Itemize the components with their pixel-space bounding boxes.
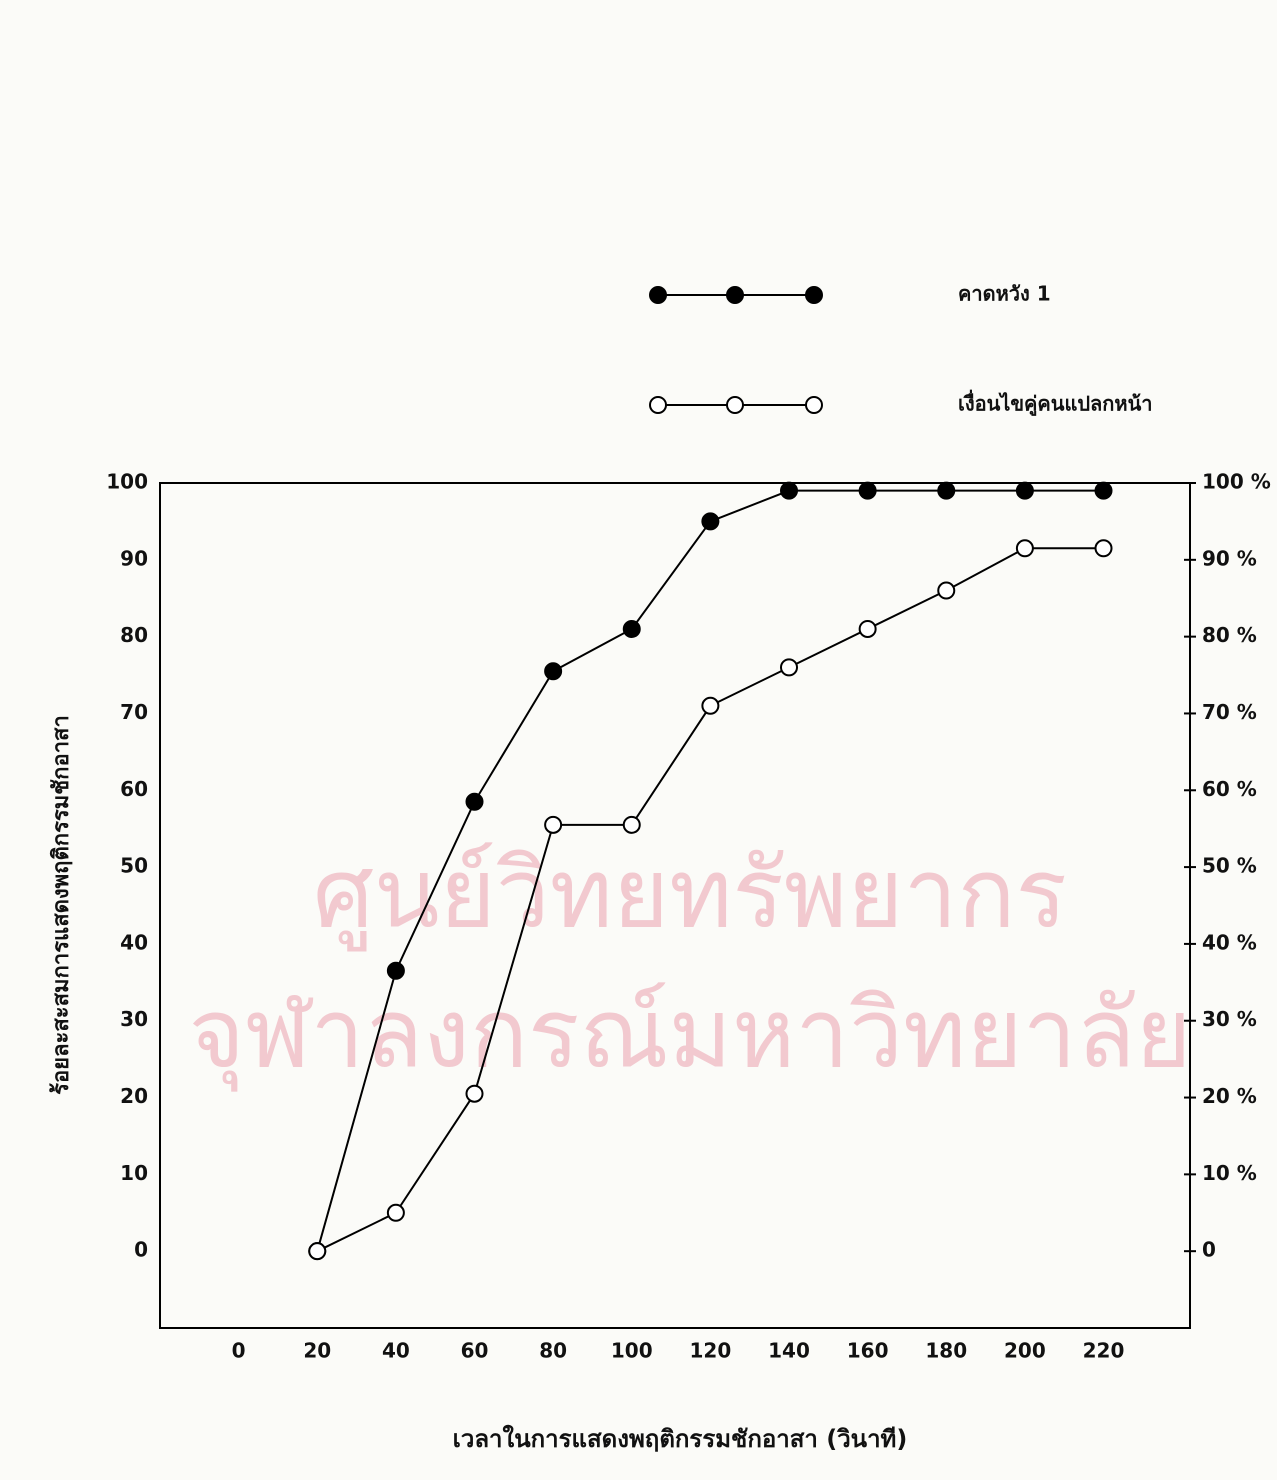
point (1015, 539, 1034, 558)
point (701, 696, 720, 715)
y-axis-label: ร้อยละสะสมการแสดงพฤติกรรมชักอาสา (49, 715, 74, 1095)
point (465, 1084, 484, 1103)
point (937, 481, 956, 500)
x-tick-label: 160 (847, 1339, 889, 1363)
x-tick-label: 100 (611, 1339, 653, 1363)
y2-tick-label: 20 % (1202, 1084, 1257, 1108)
x-tick-label: 220 (1083, 1339, 1125, 1363)
y-tick-label: 70 (120, 700, 148, 724)
y2-tick-label: 30 % (1202, 1007, 1257, 1031)
point (386, 1203, 405, 1222)
watermark: จุฬาลงกรณ์มหาวิทยาลัย (188, 977, 1191, 1092)
point (1094, 481, 1113, 500)
point (701, 512, 720, 531)
y-tick-label: 100 (106, 470, 148, 494)
legend-marker (726, 286, 744, 304)
watermark: ศูนย์วิทยทรัพยากร (313, 837, 1067, 951)
x-tick-label: 180 (925, 1339, 967, 1363)
y2-tick-label: 90 % (1202, 546, 1257, 570)
x-axis-label: เวลาในการแสดงพฤติกรรมชักอาสา (วินาที) (453, 1424, 908, 1453)
x-tick-label: 20 (303, 1339, 331, 1363)
point (308, 1242, 327, 1261)
y-tick-label: 50 (120, 854, 148, 878)
point (622, 619, 641, 638)
y-tick-label: 90 (120, 546, 148, 570)
x-tick-label: 80 (539, 1339, 567, 1363)
point (622, 815, 641, 834)
legend-label: เงื่อนไขคู่คนแปลกหน้า (958, 389, 1152, 418)
y2-tick-label: 70 % (1202, 700, 1257, 724)
y2-tick-label: 100 % (1202, 470, 1271, 494)
y-tick-label: 40 (120, 930, 148, 954)
y-tick-label: 80 (120, 623, 148, 647)
x-tick-label: 40 (382, 1339, 410, 1363)
point (780, 481, 799, 500)
legend-marker (649, 396, 667, 414)
y2-tick-label: 60 % (1202, 777, 1257, 801)
legend-marker (726, 396, 744, 414)
y-tick-label: 60 (120, 777, 148, 801)
point (544, 815, 563, 834)
y2-tick-label: 0 (1202, 1238, 1216, 1262)
legend-marker (805, 396, 823, 414)
legend-label: คาดหวัง 1 (958, 282, 1051, 306)
point (1015, 481, 1034, 500)
x-tick-label: 60 (461, 1339, 489, 1363)
point (780, 658, 799, 677)
y2-tick-label: 50 % (1202, 854, 1257, 878)
point (465, 792, 484, 811)
point (858, 619, 877, 638)
legend-marker (649, 286, 667, 304)
y2-tick-label: 10 % (1202, 1161, 1257, 1185)
y2-tick-label: 80 % (1202, 623, 1257, 647)
point (544, 662, 563, 681)
y2-tick-label: 40 % (1202, 930, 1257, 954)
x-tick-label: 0 (232, 1339, 246, 1363)
point (386, 961, 405, 980)
y-tick-label: 30 (120, 1007, 148, 1031)
legend-marker (805, 286, 823, 304)
point (937, 581, 956, 600)
x-tick-label: 200 (1004, 1339, 1046, 1363)
point (858, 481, 877, 500)
plot-frame (159, 482, 1191, 1329)
y-tick-label: 20 (120, 1084, 148, 1108)
x-tick-label: 120 (690, 1339, 732, 1363)
x-tick-label: 140 (768, 1339, 810, 1363)
point (1094, 539, 1113, 558)
y-tick-label: 10 (120, 1161, 148, 1185)
y-tick-label: 0 (134, 1238, 148, 1262)
